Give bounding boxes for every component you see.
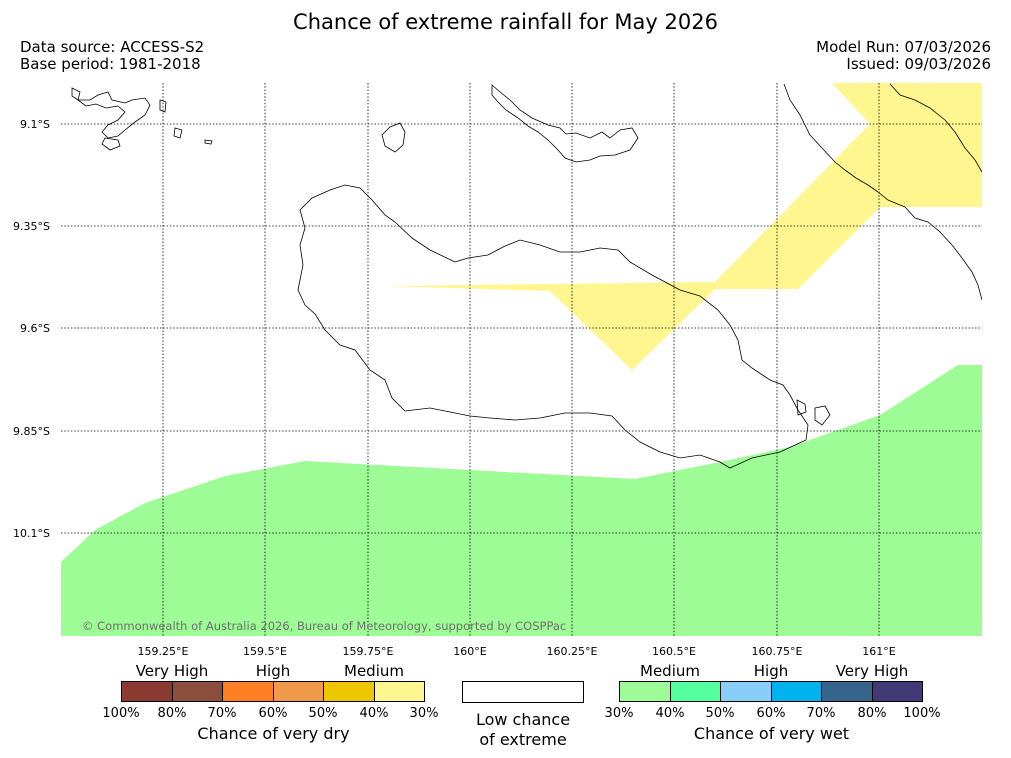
wet-tick-1: 40% — [655, 706, 685, 721]
wet-swatch-0 — [619, 681, 671, 702]
small-island-4 — [101, 137, 121, 151]
low-chance-label: Low chance of extreme — [440, 710, 606, 750]
run-info: Model Run: 07/03/2026 Issued: 09/03/2026 — [816, 39, 991, 73]
dry-tick-3: 60% — [258, 706, 288, 721]
wet-swatch-5 — [871, 681, 923, 702]
guadalcanal-coastline — [297, 184, 809, 469]
wet-swatch-3 — [770, 681, 822, 702]
dry-category-high: High — [255, 662, 291, 680]
wet-swatch-2 — [720, 681, 772, 702]
dry-swatch-4 — [323, 681, 375, 702]
latitude-labels: 9.1°S 9.35°S 9.6°S 9.85°S 10.1°S — [13, 118, 50, 540]
issued-date: Issued: 09/03/2026 — [846, 55, 991, 73]
wet-medium-region — [61, 365, 982, 636]
wet-tick-6: 100% — [903, 706, 941, 721]
source-info: Data source: ACCESS-S2 Base period: 1981… — [20, 39, 204, 73]
small-island-2 — [173, 127, 183, 139]
base-period: Base period: 1981-2018 — [20, 55, 201, 73]
wet-category-high: High — [753, 662, 789, 680]
lat-label-9-1: 9.1°S — [20, 118, 50, 131]
wet-tick-4: 70% — [806, 706, 836, 721]
lon-label-160-5: 160.5°E — [652, 645, 696, 658]
wet-category-very-high: Very High — [835, 662, 909, 680]
dry-tick-5: 40% — [359, 706, 389, 721]
dry-tick-0: 100% — [102, 706, 140, 721]
malaita-coastline — [783, 83, 982, 301]
lat-label-9-85: 9.85°S — [13, 425, 50, 438]
dry-swatch-5 — [373, 681, 425, 702]
wet-tick-3: 60% — [756, 706, 786, 721]
dry-tick-1: 80% — [157, 706, 187, 721]
lon-label-160-75: 160.75°E — [752, 645, 803, 658]
low-chance-line-1: Low chance — [475, 710, 571, 729]
wet-tick-2: 50% — [705, 706, 735, 721]
chart-title: Chance of extreme rainfall for May 2026 — [293, 10, 718, 34]
russell-islands-coastline — [71, 87, 151, 139]
malaita-north-coastline — [889, 83, 982, 173]
copyright-notice: © Commonwealth of Australia 2026, Bureau… — [82, 619, 566, 633]
dry-swatch-0 — [121, 681, 173, 702]
wet-legend-title: Chance of very wet — [693, 724, 850, 743]
dry-tick-2: 70% — [207, 706, 237, 721]
wet-category-medium: Medium — [640, 662, 700, 680]
dry-tick-4: 50% — [308, 706, 338, 721]
lat-label-9-35: 9.35°S — [13, 220, 50, 233]
lat-label-9-6: 9.6°S — [20, 322, 50, 335]
savo-island-coastline — [381, 122, 406, 153]
wet-tick-0: 30% — [604, 706, 634, 721]
dry-tick-6: 30% — [409, 706, 439, 721]
coastlines — [71, 83, 982, 469]
dry-legend-title: Chance of very dry — [197, 724, 350, 743]
dry-swatch-3 — [272, 681, 324, 702]
dry-category-medium: Medium — [344, 662, 404, 680]
small-island-1 — [159, 99, 167, 113]
lon-label-160: 160°E — [453, 645, 486, 658]
small-island-3 — [204, 139, 213, 145]
dry-medium-region — [387, 83, 982, 370]
low-chance-line-2: of extreme — [479, 730, 567, 749]
longitude-labels: 159.25°E 159.5°E 159.75°E 160°E 160.25°E… — [138, 645, 896, 658]
south-islet-1 — [796, 399, 807, 416]
wet-swatch-4 — [821, 681, 873, 702]
lon-label-159-25: 159.25°E — [138, 645, 189, 658]
florida-islands-coastline — [491, 84, 639, 163]
map-area: © Commonwealth of Australia 2026, Bureau… — [61, 83, 982, 636]
dry-category-very-high: Very High — [135, 662, 209, 680]
data-source: Data source: ACCESS-S2 — [20, 38, 205, 56]
low-chance-swatch — [462, 681, 584, 703]
lon-label-160-25: 160.25°E — [547, 645, 598, 658]
wet-swatch-1 — [669, 681, 721, 702]
dry-swatch-1 — [171, 681, 223, 702]
wet-tick-5: 80% — [857, 706, 887, 721]
lon-label-161: 161°E — [862, 645, 895, 658]
lat-label-10-1: 10.1°S — [13, 527, 50, 540]
south-islet-2 — [814, 405, 831, 426]
lon-label-159-75: 159.75°E — [343, 645, 394, 658]
model-run: Model Run: 07/03/2026 — [816, 38, 991, 56]
lon-label-159-5: 159.5°E — [243, 645, 287, 658]
dry-swatch-2 — [222, 681, 274, 702]
